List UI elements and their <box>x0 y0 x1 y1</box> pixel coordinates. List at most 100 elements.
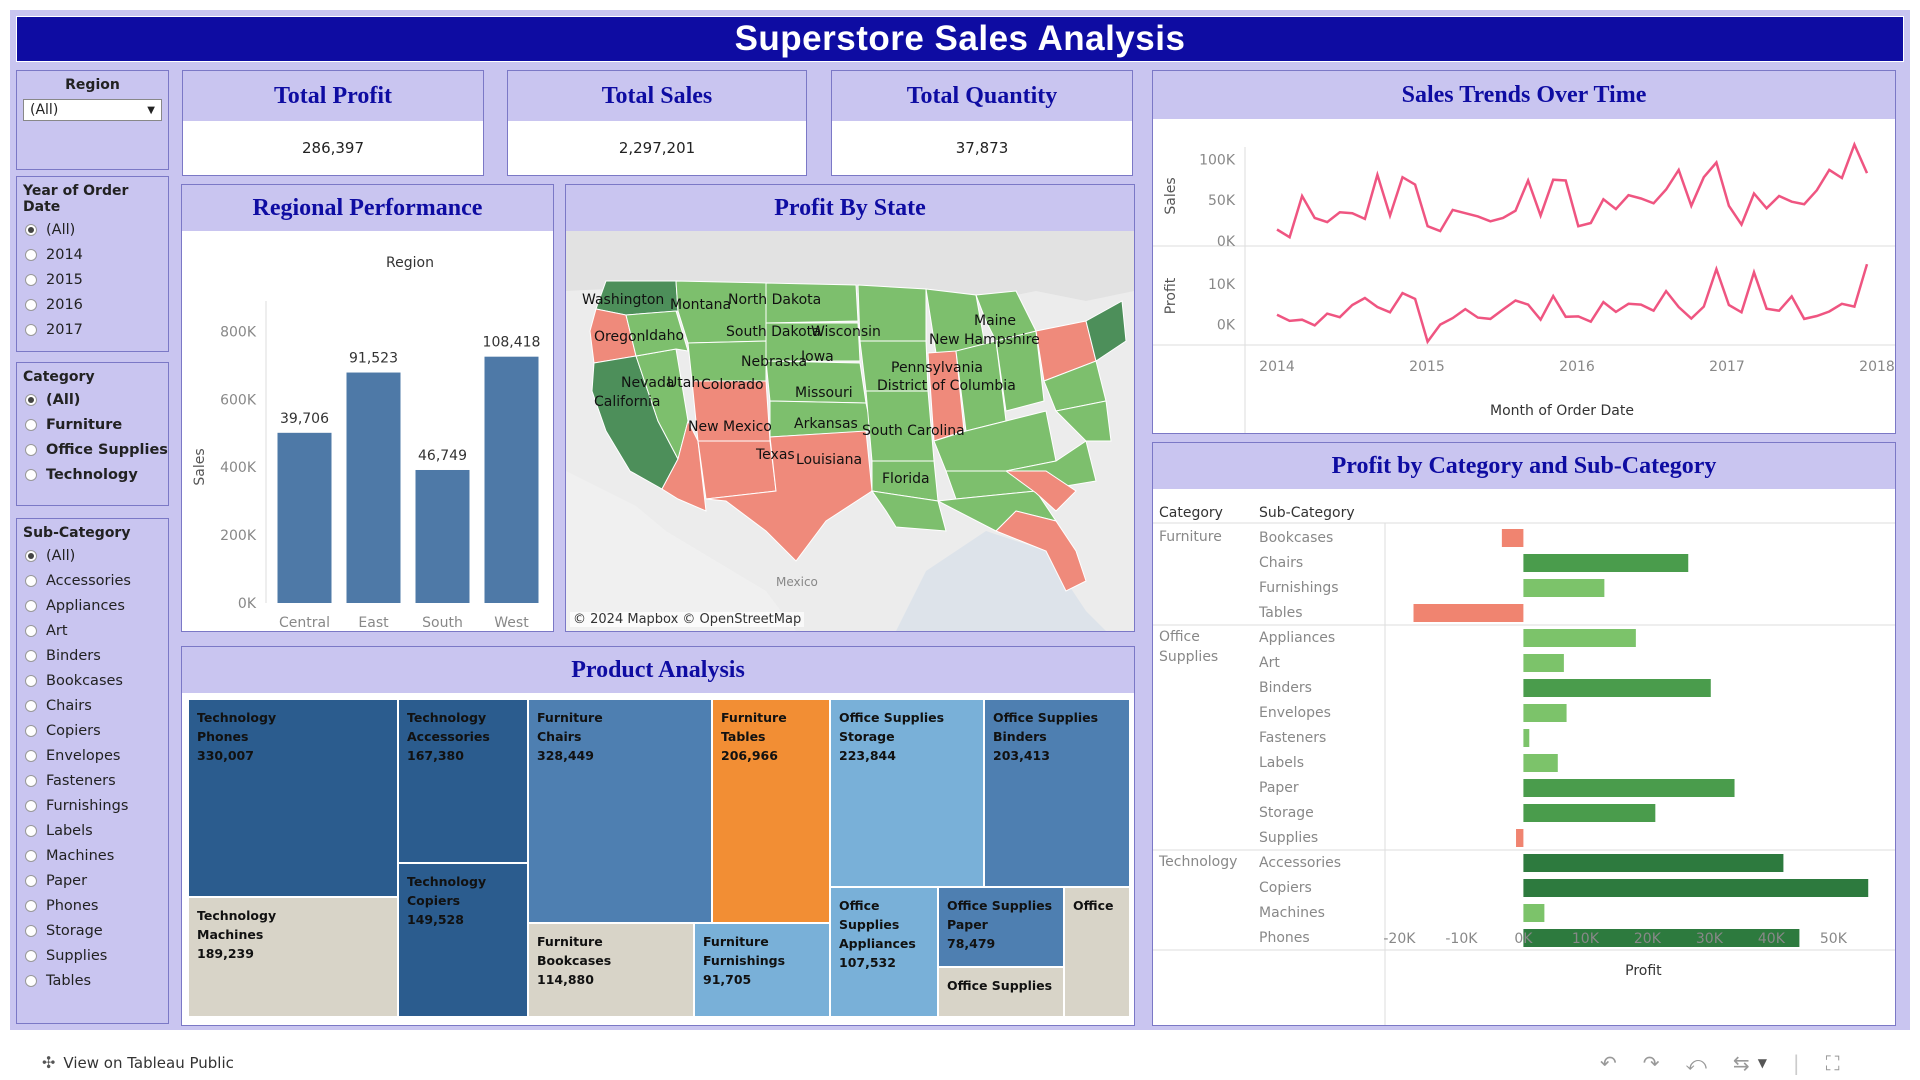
profit-bar[interactable] <box>1523 754 1558 772</box>
profit-bar[interactable] <box>1523 904 1545 922</box>
subcategory-option[interactable]: Appliances <box>17 593 168 618</box>
radio-button[interactable] <box>25 749 37 762</box>
region-dropdown[interactable]: (All) ▼ <box>23 99 162 121</box>
treemap-cell[interactable]: Office <box>1064 887 1130 1017</box>
treemap-cell[interactable]: Furniture Furnishings 91,705 <box>694 923 830 1017</box>
radio-button[interactable] <box>25 223 37 236</box>
treemap-cell[interactable]: Technology Accessories 167,380 <box>398 699 528 863</box>
profit-bar[interactable] <box>1523 629 1636 647</box>
trend-line-sales[interactable] <box>1276 141 1869 240</box>
radio-button[interactable] <box>25 323 37 336</box>
radio-button[interactable] <box>25 849 37 862</box>
radio-button[interactable] <box>25 599 37 612</box>
profit-bar[interactable] <box>1523 779 1735 797</box>
treemap-cell[interactable]: Technology Phones 330,007 <box>188 699 398 897</box>
state-shape[interactable] <box>1054 400 1112 442</box>
profit-bar[interactable] <box>1523 879 1869 897</box>
category-option[interactable]: Office Supplies <box>17 437 168 462</box>
subcategory-option[interactable]: (All) <box>17 543 168 568</box>
profit-bar[interactable] <box>1523 704 1567 722</box>
state-shape[interactable] <box>1085 300 1127 362</box>
profit-bar[interactable] <box>1523 929 1800 947</box>
undo-icon[interactable]: ↶ <box>1600 1051 1617 1075</box>
fullscreen-icon[interactable]: ⛶ <box>1825 1051 1840 1075</box>
radio-button[interactable] <box>25 699 37 712</box>
subcategory-option[interactable]: Paper <box>17 868 168 893</box>
radio-button[interactable] <box>25 624 37 637</box>
subcategory-option[interactable]: Copiers <box>17 718 168 743</box>
profit-bar[interactable] <box>1501 529 1524 547</box>
radio-button[interactable] <box>25 799 37 812</box>
subcategory-option[interactable]: Fasteners <box>17 768 168 793</box>
year-option[interactable]: 2017 <box>17 317 168 342</box>
profit-bar[interactable] <box>1516 829 1524 847</box>
trend-line-profit[interactable] <box>1276 263 1869 345</box>
radio-button[interactable] <box>25 724 37 737</box>
state-shape[interactable] <box>870 490 947 532</box>
treemap-cell[interactable]: Technology Copiers 149,528 <box>398 863 528 1017</box>
state-shape[interactable] <box>995 510 1087 592</box>
region-bar[interactable] <box>484 356 539 603</box>
subcategory-option[interactable]: Bookcases <box>17 668 168 693</box>
subcategory-option[interactable]: Envelopes <box>17 743 168 768</box>
radio-button[interactable] <box>25 273 37 286</box>
subcategory-option[interactable]: Storage <box>17 918 168 943</box>
radio-button[interactable] <box>25 393 37 406</box>
subcategory-option[interactable]: Furnishings <box>17 793 168 818</box>
profit-bar[interactable] <box>1523 679 1711 697</box>
profit-bar[interactable] <box>1523 854 1784 872</box>
year-option[interactable]: 2016 <box>17 292 168 317</box>
treemap-cell[interactable]: Office Supplies Paper 78,479 <box>938 887 1064 967</box>
radio-button[interactable] <box>25 924 37 937</box>
treemap-cell[interactable]: Furniture Bookcases 114,880 <box>528 923 694 1017</box>
redo-icon[interactable]: ↷ <box>1642 1051 1660 1075</box>
state-shape[interactable] <box>927 350 965 442</box>
radio-button[interactable] <box>25 468 37 481</box>
treemap-cell[interactable]: Office Supplies Binders 203,413 <box>984 699 1130 887</box>
year-option[interactable]: 2014 <box>17 242 168 267</box>
treemap-cell[interactable]: Office Supplies <box>938 967 1064 1017</box>
share-icon[interactable]: ⇆ <box>1732 1051 1750 1075</box>
state-shape[interactable] <box>975 290 1037 342</box>
subcategory-option[interactable]: Machines <box>17 843 168 868</box>
radio-button[interactable] <box>25 874 37 887</box>
profit-bar[interactable] <box>1523 804 1656 822</box>
category-option[interactable]: Furniture <box>17 412 168 437</box>
subcategory-option[interactable]: Binders <box>17 643 168 668</box>
radio-button[interactable] <box>25 899 37 912</box>
treemap-cell[interactable]: Office Supplies Appliances 107,532 <box>830 887 938 1017</box>
subcategory-option[interactable]: Accessories <box>17 568 168 593</box>
profit-bar[interactable] <box>1523 654 1564 672</box>
treemap-cell[interactable]: Furniture Chairs 328,449 <box>528 699 712 923</box>
category-option[interactable]: Technology <box>17 462 168 487</box>
radio-button[interactable] <box>25 248 37 261</box>
radio-button[interactable] <box>25 974 37 987</box>
profit-bar[interactable] <box>1523 729 1530 747</box>
profit-bar[interactable] <box>1523 554 1689 572</box>
radio-button[interactable] <box>25 574 37 587</box>
treemap-cell[interactable]: Furniture Tables 206,966 <box>712 699 830 923</box>
subcategory-option[interactable]: Art <box>17 618 168 643</box>
revert-icon[interactable]: ⤺ <box>1685 1051 1707 1075</box>
share-dropdown-icon[interactable]: ▼ <box>1757 1056 1767 1070</box>
state-shape[interactable] <box>625 310 689 357</box>
profit-bar[interactable] <box>1523 579 1605 597</box>
radio-button[interactable] <box>25 774 37 787</box>
radio-button[interactable] <box>25 443 37 456</box>
state-map[interactable]: Washington Montana North Dakota Maine Oregon… <box>566 231 1134 631</box>
state-shape[interactable] <box>1004 470 1077 512</box>
view-on-tableau-link[interactable]: ✣ View on Tableau Public <box>42 1053 234 1072</box>
radio-button[interactable] <box>25 949 37 962</box>
region-bar[interactable] <box>346 372 401 603</box>
year-option[interactable]: (All) <box>17 217 168 242</box>
subcategory-option[interactable]: Tables <box>17 968 168 993</box>
subcategory-option[interactable]: Phones <box>17 893 168 918</box>
year-option[interactable]: 2015 <box>17 267 168 292</box>
subcategory-option[interactable]: Chairs <box>17 693 168 718</box>
radio-button[interactable] <box>25 824 37 837</box>
treemap-cell[interactable]: Technology Machines 189,239 <box>188 897 398 1017</box>
region-bar[interactable] <box>277 432 332 603</box>
region-bar[interactable] <box>415 469 470 603</box>
radio-button[interactable] <box>25 549 37 562</box>
state-shape[interactable] <box>765 282 859 324</box>
